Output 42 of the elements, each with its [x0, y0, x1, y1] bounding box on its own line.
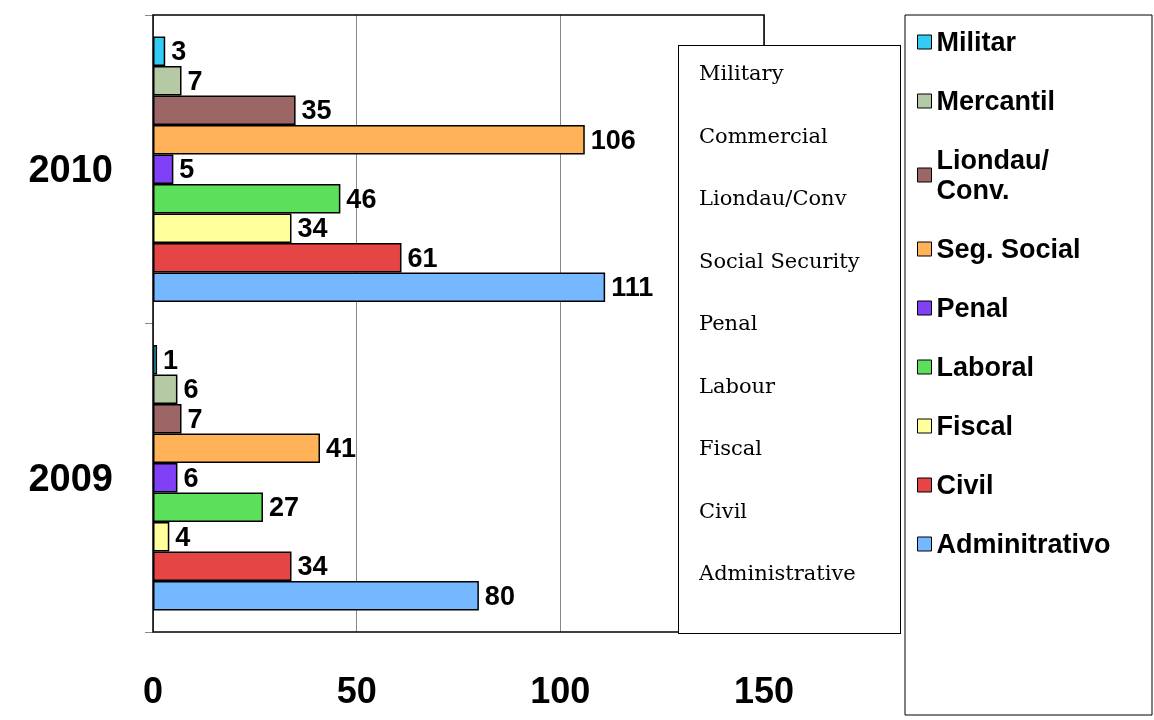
legend-label: Adminitrativo — [936, 529, 1111, 559]
data-label: 106 — [590, 124, 636, 155]
data-label: 3 — [171, 36, 187, 67]
legend-label: Fiscal — [936, 411, 1014, 441]
data-label: 80 — [484, 580, 515, 611]
legend-label: Laboral — [936, 352, 1035, 382]
data-label: 111 — [611, 272, 654, 303]
annotation: Administrative — [699, 560, 856, 586]
legend-label: Penal — [936, 293, 1009, 323]
data-label: 46 — [346, 183, 377, 214]
legend-label: Mercantil — [936, 86, 1056, 116]
legend-label: Seg. Social — [936, 234, 1081, 264]
data-label: 41 — [326, 433, 357, 464]
x-tick-label: 100 — [530, 669, 591, 711]
annotation: Civil — [699, 497, 748, 524]
data-label: 7 — [187, 65, 203, 96]
y-tick-label: 2009 — [28, 456, 113, 499]
annotation: Commercial — [699, 122, 828, 149]
annotation: Penal — [699, 310, 758, 336]
annotation: Military — [699, 60, 784, 86]
data-label: 5 — [179, 154, 195, 185]
x-tick-label: 150 — [733, 669, 795, 711]
data-label: 35 — [301, 95, 332, 126]
x-tick-label: 50 — [336, 669, 377, 711]
annotation: Labour — [699, 372, 776, 399]
x-tick-label: 0 — [142, 669, 164, 711]
data-label: 1 — [163, 344, 179, 375]
y-tick-label: 2010 — [28, 148, 113, 191]
data-label: 34 — [297, 213, 328, 244]
data-label: 6 — [183, 462, 199, 493]
data-label: 4 — [175, 521, 191, 552]
data-label: 27 — [268, 492, 300, 523]
data-label: 6 — [183, 374, 199, 405]
legend-label: Liondau/ Conv. — [936, 145, 1057, 205]
annotation: Social Security — [699, 247, 860, 274]
data-label: 34 — [297, 551, 328, 582]
data-label: 61 — [407, 242, 438, 273]
annotation: Fiscal — [699, 435, 763, 461]
data-label: 7 — [187, 403, 203, 434]
legend-label: Civil — [936, 470, 994, 500]
legend-label: Militar — [936, 27, 1017, 57]
annotation: Liondau/Conv — [699, 185, 847, 211]
